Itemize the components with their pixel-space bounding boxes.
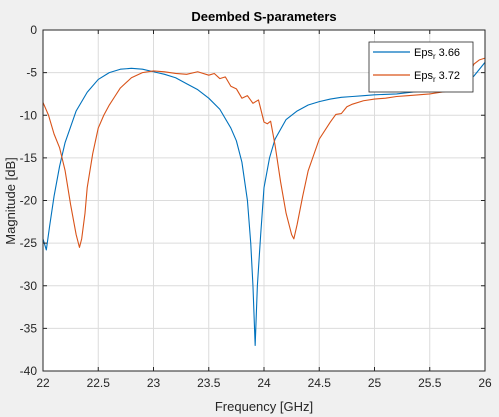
series-line-2: [42, 57, 486, 248]
y-tick-label: -30: [20, 279, 38, 293]
y-tick-label: 0: [30, 23, 37, 37]
legend-label-series-2-name: Eps: [414, 70, 433, 82]
y-tick-label: -10: [20, 108, 38, 122]
x-tick-label: 25.5: [418, 376, 442, 390]
ticks: 22 22.5 23 23.5 24 24.5 25 25.5 26 -40 -35 -30 -25 -2…: [20, 23, 492, 390]
x-tick-label: 24: [257, 376, 271, 390]
x-tick-label: 22: [36, 376, 50, 390]
y-tick-label: -35: [20, 321, 38, 335]
legend: Epsr 3.66 Epsr 3.72: [368, 41, 474, 93]
y-tick-label: -25: [20, 236, 38, 250]
y-tick-label: -15: [20, 151, 38, 165]
x-tick-label: 23.5: [197, 376, 221, 390]
x-tick-label: 25: [368, 376, 382, 390]
y-tick-label: -5: [26, 66, 37, 80]
x-tick-label: 24.5: [308, 376, 332, 390]
chart-title: Deembed S-parameters: [191, 9, 336, 24]
legend-label-series-2-subscript: r: [433, 75, 436, 84]
legend-box: [368, 41, 474, 93]
x-axis-label: Frequency [GHz]: [215, 399, 313, 414]
legend-label-series-1-subscript: r: [433, 52, 436, 61]
series-line-1: [42, 62, 486, 346]
y-tick-label: -40: [20, 364, 38, 378]
y-axis-label: Magnitude [dB]: [3, 157, 18, 244]
series-group: [42, 57, 486, 346]
legend-label-series-2-value: 3.72: [439, 70, 460, 82]
y-tick-label: -20: [20, 194, 38, 208]
legend-label-series-1-name: Eps: [414, 47, 433, 59]
legend-label-series-1-value: 3.66: [439, 47, 460, 59]
legend-label-series-2: Epsr 3.72: [414, 70, 460, 84]
legend-label-series-1: Epsr 3.66: [414, 47, 460, 61]
x-tick-label: 26: [478, 376, 492, 390]
x-tick-label: 22.5: [87, 376, 111, 390]
x-tick-label: 23: [147, 376, 161, 390]
